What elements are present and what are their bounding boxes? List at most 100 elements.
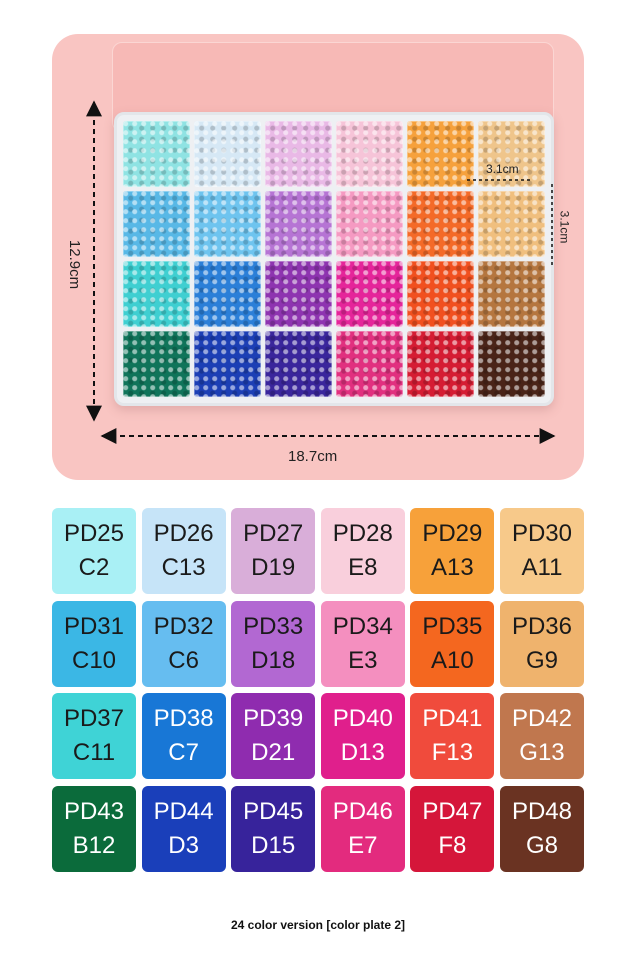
color-swatch: PD40 D13 bbox=[320, 693, 405, 780]
bead-compartment bbox=[407, 191, 474, 257]
color-swatch: PD31 C10 bbox=[52, 600, 136, 687]
swatch-code: PD26 bbox=[153, 520, 214, 547]
swatch-subcode: G13 bbox=[519, 739, 565, 767]
swatch-subcode: E7 bbox=[348, 831, 378, 859]
color-swatch: PD46 E7 bbox=[320, 785, 405, 872]
color-swatch: PD27 D19 bbox=[231, 508, 316, 594]
swatch-code: PD38 bbox=[153, 705, 214, 733]
swatch-code: PD35 bbox=[422, 612, 483, 640]
swatch-code: PD31 bbox=[63, 612, 125, 640]
bead-compartment bbox=[336, 191, 403, 257]
bead-compartment bbox=[336, 261, 403, 327]
bead-compartment bbox=[265, 121, 332, 187]
bead-compartment bbox=[478, 191, 545, 257]
color-swatch: PD42 G13 bbox=[499, 693, 584, 780]
bead-compartment bbox=[336, 121, 403, 187]
swatch-subcode: A13 bbox=[431, 554, 474, 581]
swatch-code: PD29 bbox=[422, 520, 483, 547]
color-swatch: PD32 C6 bbox=[141, 600, 226, 687]
bead-compartment bbox=[123, 331, 190, 397]
swatch-subcode: C6 bbox=[168, 646, 199, 674]
swatch-code: PD25 bbox=[63, 520, 125, 547]
swatch-code: PD47 bbox=[422, 797, 483, 825]
bead-compartment bbox=[336, 331, 403, 397]
color-swatch: PD35 A10 bbox=[410, 600, 495, 687]
product-photo: 12.9cm 18.7cm 3.1cm 3.1cm bbox=[52, 34, 584, 480]
swatch-code: PD40 bbox=[332, 705, 393, 733]
swatch-subcode: G8 bbox=[525, 831, 558, 859]
color-swatch-grid: PD25 C2 PD26 C13 PD27 D19 PD28 E8 PD29 A13 PD30 A11… bbox=[52, 508, 584, 872]
swatch-subcode: C2 bbox=[78, 554, 110, 581]
swatch-subcode: B12 bbox=[72, 831, 116, 859]
bead-compartment bbox=[194, 331, 261, 397]
swatch-code: PD28 bbox=[332, 520, 393, 547]
swatch-code: PD42 bbox=[511, 705, 572, 733]
swatch-subcode: C10 bbox=[71, 646, 117, 674]
bead-compartment bbox=[123, 121, 190, 187]
swatch-code: PD27 bbox=[243, 520, 304, 547]
swatch-code: PD37 bbox=[63, 705, 125, 733]
bead-compartment bbox=[265, 261, 332, 327]
swatch-subcode: D18 bbox=[251, 646, 296, 674]
swatch-subcode: F8 bbox=[438, 831, 467, 859]
bead-compartment bbox=[407, 331, 474, 397]
swatch-subcode: C7 bbox=[168, 739, 199, 767]
swatch-code: PD39 bbox=[243, 705, 304, 733]
color-swatch: PD28 E8 bbox=[320, 508, 405, 594]
swatch-subcode: C13 bbox=[161, 554, 206, 581]
color-swatch: PD45 D15 bbox=[231, 785, 316, 872]
color-swatch: PD36 G9 bbox=[499, 600, 584, 687]
bead-compartment bbox=[265, 191, 332, 257]
cell-height-label: 3.1cm bbox=[557, 210, 572, 244]
swatch-subcode: D3 bbox=[168, 831, 199, 859]
swatch-code: PD36 bbox=[511, 612, 572, 640]
color-swatch: PD37 C11 bbox=[52, 693, 136, 780]
color-swatch: PD29 A13 bbox=[410, 508, 495, 594]
swatch-code: PD44 bbox=[153, 797, 214, 825]
height-label: 12.9cm bbox=[66, 239, 84, 290]
swatch-code: PD45 bbox=[243, 797, 304, 825]
dimension-lines bbox=[86, 100, 556, 444]
swatch-subcode: G9 bbox=[525, 646, 558, 674]
swatch-code: PD30 bbox=[511, 520, 572, 547]
color-swatch: PD33 D18 bbox=[231, 600, 316, 687]
bead-compartment bbox=[265, 331, 332, 397]
swatch-subcode: D21 bbox=[251, 739, 296, 767]
bead-compartment bbox=[194, 261, 261, 327]
swatch-subcode: D15 bbox=[251, 831, 296, 859]
bead-compartment bbox=[407, 261, 474, 327]
swatch-code: PD32 bbox=[153, 612, 214, 640]
color-swatch: PD38 C7 bbox=[141, 693, 226, 780]
color-swatch: PD48 G8 bbox=[499, 785, 584, 872]
swatch-code: PD46 bbox=[332, 797, 393, 825]
swatch-subcode: E8 bbox=[348, 554, 378, 581]
swatch-subcode: E3 bbox=[348, 646, 378, 674]
bead-compartment bbox=[123, 261, 190, 327]
bead-compartment bbox=[194, 121, 261, 187]
color-swatch: PD39 D21 bbox=[231, 693, 316, 780]
swatch-subcode: C11 bbox=[72, 739, 116, 767]
color-swatch: PD44 D3 bbox=[141, 785, 226, 872]
bead-compartment bbox=[478, 331, 545, 397]
caption: 24 color version [color plate 2] bbox=[230, 918, 406, 932]
color-swatch: PD41 F13 bbox=[410, 693, 495, 780]
color-swatch: PD30 A11 bbox=[499, 508, 584, 594]
bead-compartment bbox=[478, 261, 545, 327]
color-swatch: PD47 F8 bbox=[410, 785, 495, 872]
swatch-subcode: A11 bbox=[521, 554, 563, 581]
color-swatch: PD43 B12 bbox=[52, 785, 136, 872]
swatch-subcode: D19 bbox=[251, 554, 296, 581]
color-swatch: PD25 C2 bbox=[52, 508, 136, 594]
cell-width-label: 3.1cm bbox=[486, 162, 519, 176]
bead-compartment bbox=[123, 191, 190, 257]
bead-tray bbox=[114, 112, 554, 406]
swatch-code: PD43 bbox=[63, 797, 125, 825]
swatch-subcode: D13 bbox=[340, 739, 385, 767]
bead-compartment bbox=[194, 191, 261, 257]
bead-compartment bbox=[478, 121, 545, 187]
swatch-code: PD34 bbox=[332, 612, 393, 640]
color-swatch: PD26 C13 bbox=[141, 508, 226, 594]
swatch-code: PD41 bbox=[422, 705, 483, 733]
bead-compartment bbox=[407, 121, 474, 187]
swatch-subcode: A10 bbox=[431, 646, 474, 674]
